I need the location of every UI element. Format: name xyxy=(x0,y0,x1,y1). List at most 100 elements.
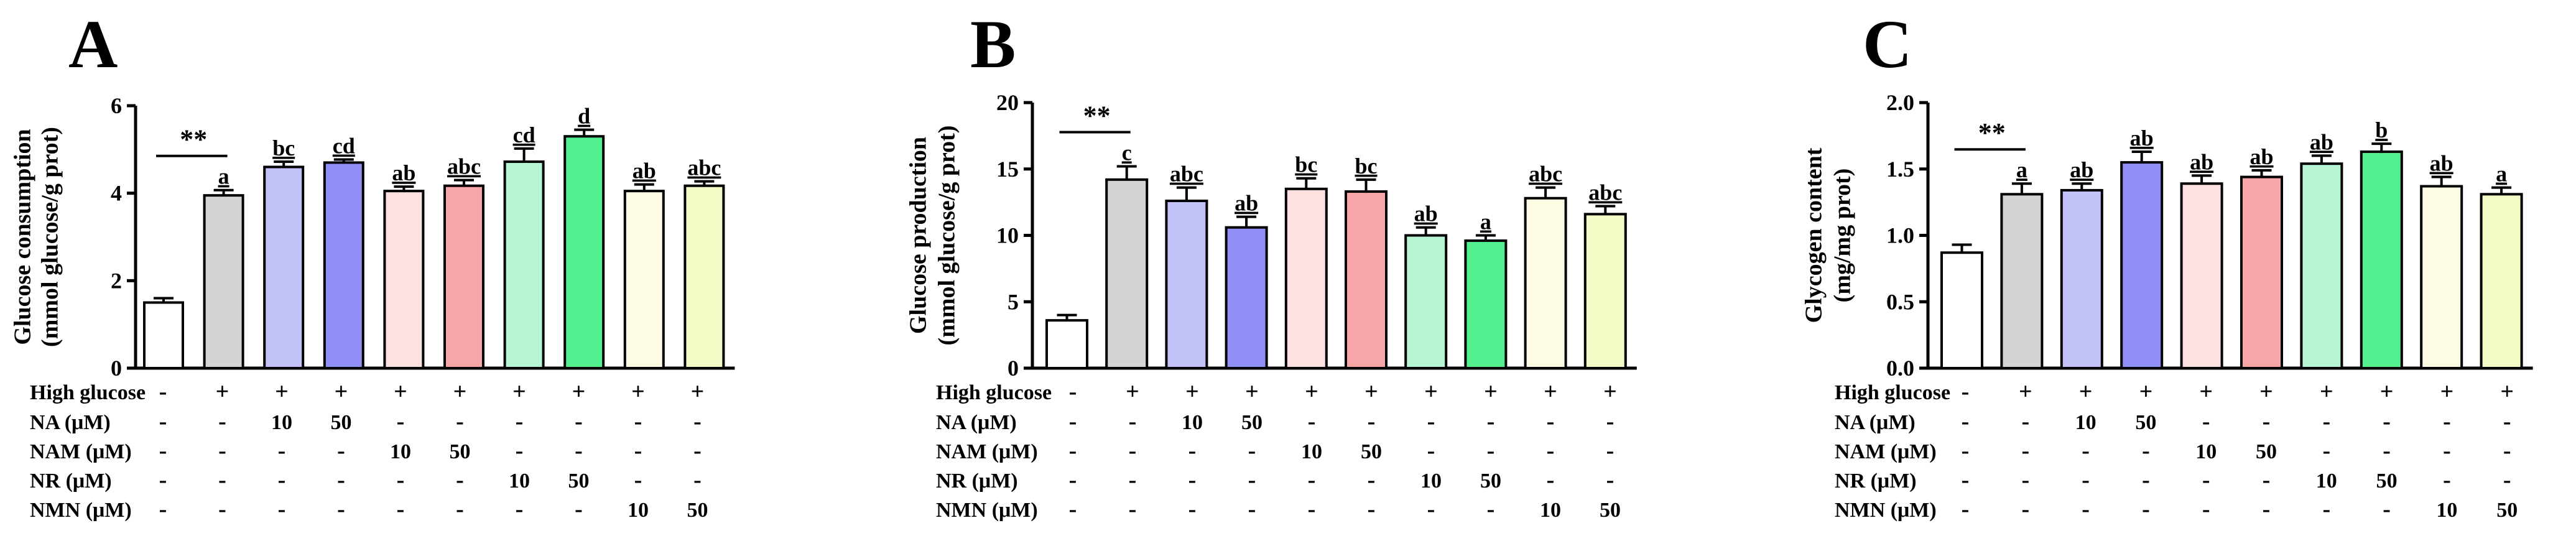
table-cell: - xyxy=(218,496,226,522)
table-row-label: High glucose xyxy=(30,381,146,404)
treatment-table: High glucose - + + + + + + + + +NA (μM) - -10 50- - - - -… xyxy=(1835,379,2518,522)
y-tick-label: 20 xyxy=(996,90,1019,115)
table-cell: - xyxy=(2142,438,2150,464)
significance-label: abc xyxy=(687,155,721,180)
bar xyxy=(143,301,184,369)
bar xyxy=(1524,197,1567,369)
panel-label: B xyxy=(970,6,1016,82)
table-cell: - xyxy=(2082,467,2090,493)
treatment-table: High glucose - + + + + + + + + +NA (μM) - -10 50- - - - -… xyxy=(936,379,1621,522)
table-cell: + xyxy=(2199,379,2213,405)
table-row-label: NAM (μM) xyxy=(1835,440,1937,463)
chart-panel-B: B Glucose production (mmol glucose/g prot)… xyxy=(906,6,1637,522)
table-cell: - xyxy=(2383,496,2391,522)
table-cell: - xyxy=(337,467,345,493)
table-cell: - xyxy=(278,438,286,464)
table-cell: - xyxy=(634,409,642,435)
bar xyxy=(2420,185,2463,369)
table-row-label: NMN (μM) xyxy=(30,499,132,522)
table-row-label: NA (μM) xyxy=(936,411,1017,434)
table-cell: 50 xyxy=(2496,499,2518,522)
y-axis-label: Glycogen content xyxy=(1801,147,1827,323)
table-cell: - xyxy=(1308,496,1316,522)
y-axis-label: (mg/mg prot) xyxy=(1830,169,1856,303)
comparison-significance: ** xyxy=(1083,100,1111,131)
table-cell: + xyxy=(2079,379,2093,405)
table-cell: 10 xyxy=(2195,440,2217,463)
table-row-label: NR (μM) xyxy=(1835,470,1917,493)
table-cell: 10 xyxy=(1540,499,1561,522)
table-cell: - xyxy=(2443,467,2451,493)
table-cell: - xyxy=(2322,409,2330,435)
table-cell: - xyxy=(159,438,167,464)
y-tick-label: 4 xyxy=(111,181,122,206)
table-cell: - xyxy=(1487,409,1495,435)
y-axis-label: Glucose production xyxy=(906,137,932,334)
table-cell: - xyxy=(2082,496,2090,522)
table-cell: - xyxy=(397,467,405,493)
table-cell: - xyxy=(2443,438,2451,464)
significance-label: abc xyxy=(1170,162,1203,187)
table-cell: - xyxy=(1962,379,1970,405)
significance-label: abc xyxy=(1529,162,1562,187)
bar xyxy=(1583,213,1627,369)
table-cell: - xyxy=(1069,379,1077,405)
table-cell: + xyxy=(216,379,229,405)
table-cell: + xyxy=(1305,379,1318,405)
table-cell: - xyxy=(1368,409,1376,435)
table-cell: 10 xyxy=(1420,470,1442,493)
table-cell: + xyxy=(335,379,348,405)
table-cell: - xyxy=(159,467,167,493)
table-cell: - xyxy=(575,496,583,522)
y-axis-label: (mmol glucose/g prot) xyxy=(934,126,960,346)
table-cell: - xyxy=(159,409,167,435)
table-cell: 50 xyxy=(568,470,590,493)
table-cell: - xyxy=(1308,409,1316,435)
table-cell: - xyxy=(2322,496,2330,522)
significance-label: abc xyxy=(1588,180,1622,205)
table-cell: 10 xyxy=(390,440,411,463)
bar xyxy=(2180,182,2223,369)
bar xyxy=(623,190,665,369)
bar xyxy=(2240,175,2283,369)
significance-label: ab xyxy=(2130,126,2154,150)
table-row-label: NR (μM) xyxy=(30,470,112,493)
table-cell: 10 xyxy=(1301,440,1322,463)
table-cell: 10 xyxy=(509,470,530,493)
table-cell: 50 xyxy=(1600,499,1621,522)
table-cell: - xyxy=(397,496,405,522)
table-cell: + xyxy=(1126,379,1139,405)
bar xyxy=(683,184,725,369)
table-cell: + xyxy=(453,379,467,405)
y-tick-label: 10 xyxy=(996,223,1019,248)
significance-label: ab xyxy=(2310,129,2333,154)
significance-label: ab xyxy=(392,160,415,185)
bar xyxy=(203,194,244,369)
y-tick-label: 2.0 xyxy=(1886,90,1914,115)
table-cell: + xyxy=(1424,379,1438,405)
table-cell: - xyxy=(2263,467,2271,493)
bar xyxy=(1284,187,1328,369)
table-cell: - xyxy=(1188,467,1197,493)
table-cell: - xyxy=(1368,496,1376,522)
table-cell: 50 xyxy=(1241,411,1263,434)
table-cell: + xyxy=(691,379,705,405)
y-tick-label: 6 xyxy=(111,93,122,118)
table-cell: - xyxy=(2503,438,2511,464)
table-cell: - xyxy=(218,467,226,493)
bar xyxy=(2060,188,2103,369)
significance-label: ab xyxy=(2190,149,2213,174)
table-cell: - xyxy=(2082,438,2090,464)
table-cell: - xyxy=(1427,496,1435,522)
table-cell: - xyxy=(2021,467,2029,493)
table-cell: - xyxy=(1069,467,1077,493)
significance-label: cd xyxy=(513,123,535,147)
table-cell: - xyxy=(1547,409,1555,435)
table-cell: - xyxy=(1962,496,1970,522)
significance-label: b xyxy=(2375,118,2388,142)
table-cell: - xyxy=(1069,409,1077,435)
bar xyxy=(503,160,545,369)
significance-label: bc xyxy=(1355,154,1378,178)
table-cell: - xyxy=(456,409,464,435)
